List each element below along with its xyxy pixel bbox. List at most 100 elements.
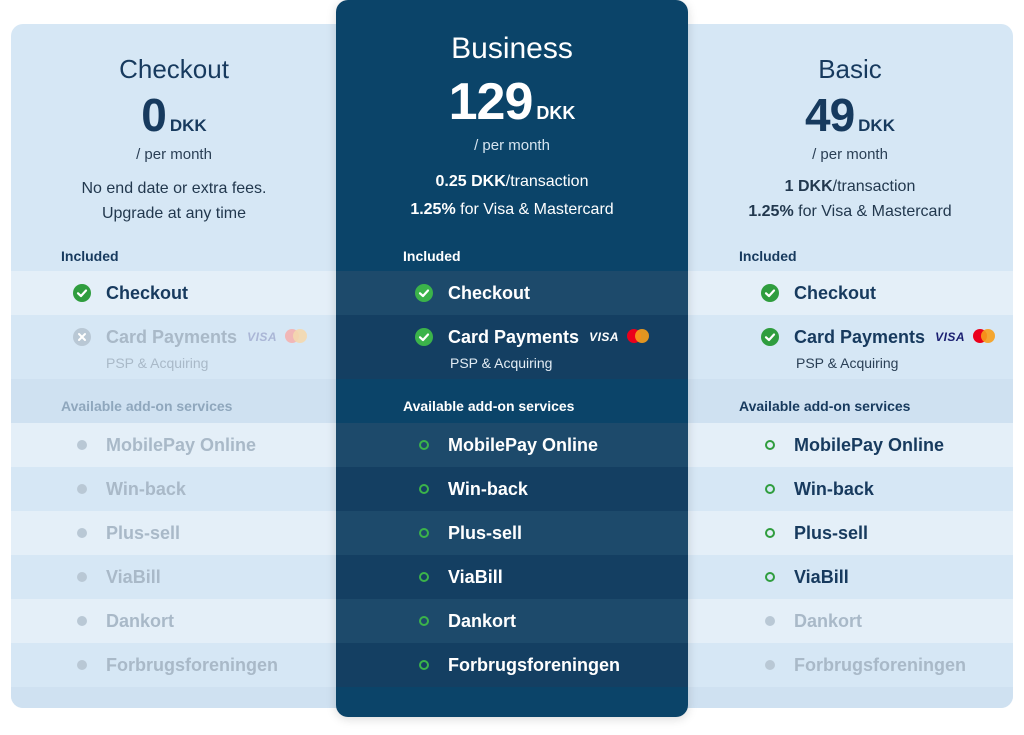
plan-fees: 1 DKK/transaction 1.25% for Visa & Maste… bbox=[687, 174, 1013, 224]
price-currency: DKK bbox=[858, 116, 895, 135]
addon-row: MobilePay Online bbox=[11, 423, 337, 467]
feature-label: Checkout bbox=[106, 283, 189, 303]
feature-row-checkout: Checkout bbox=[687, 271, 1013, 315]
feature-row-card-payments: Card Payments VISA PSP & Acquiring bbox=[336, 315, 688, 379]
addon-row: ViaBill bbox=[687, 555, 1013, 599]
addon-row: Plus-sell bbox=[11, 511, 337, 555]
addon-row: ViaBill bbox=[336, 555, 688, 599]
unavailable-dot-icon bbox=[77, 660, 87, 670]
addon-row: Plus-sell bbox=[336, 511, 688, 555]
addons-header-row: Available add-on services bbox=[11, 379, 337, 423]
fee-value: 1 DKK bbox=[784, 178, 833, 195]
visa-logo: VISA bbox=[589, 330, 620, 344]
addon-label: Win-back bbox=[794, 479, 874, 499]
addon-label: Dankort bbox=[794, 611, 863, 631]
fee-transaction: 0.25 DKK/transaction bbox=[336, 169, 688, 194]
addons-header: Available add-on services bbox=[403, 398, 575, 414]
addons-header-row: Available add-on services bbox=[687, 379, 1013, 423]
feature-row-card-payments: Card Payments VISA PSP & Acquiring bbox=[11, 315, 337, 379]
available-ring-icon bbox=[419, 484, 429, 494]
plan-name: Checkout bbox=[119, 54, 229, 84]
available-ring-icon bbox=[419, 572, 429, 582]
info-line: Upgrade at any time bbox=[101, 205, 247, 222]
feature-label-text: Card Payments bbox=[794, 327, 926, 347]
check-icon bbox=[415, 328, 433, 346]
price-currency: DKK bbox=[536, 103, 576, 123]
fee-value: 1.25% bbox=[748, 203, 794, 220]
addon-label: Plus-sell bbox=[448, 523, 523, 543]
available-ring-icon bbox=[765, 528, 775, 538]
feature-label: Checkout bbox=[448, 283, 531, 303]
fee-text: for Visa & Mastercard bbox=[793, 203, 952, 220]
plan-card-checkout: Checkout 0 DKK / per month No end date or… bbox=[11, 24, 337, 708]
price-currency: DKK bbox=[169, 116, 207, 135]
addon-row: ViaBill bbox=[11, 555, 337, 599]
addons-header-row: Available add-on services bbox=[336, 379, 688, 423]
fee-value: 1.25% bbox=[410, 201, 456, 218]
feature-label: Checkout bbox=[794, 283, 877, 303]
mastercard-logo bbox=[973, 329, 996, 343]
check-icon bbox=[415, 284, 433, 302]
addon-row: Dankort bbox=[11, 599, 337, 643]
fee-text: for Visa & Mastercard bbox=[455, 201, 614, 218]
feature-sublabel: PSP & Acquiring bbox=[450, 355, 553, 371]
price-amount: 0 bbox=[141, 89, 167, 141]
plan-info: No end date or extra fees. Upgrade at an… bbox=[11, 176, 337, 226]
addon-row: MobilePay Online bbox=[687, 423, 1013, 467]
addon-label: Dankort bbox=[448, 611, 517, 631]
addon-label: ViaBill bbox=[448, 567, 503, 587]
unavailable-dot-icon bbox=[77, 528, 87, 538]
plan-card-business: Business 129 DKK / per month 0.25 DKK/tra… bbox=[336, 0, 688, 717]
unavailable-dot-icon bbox=[77, 440, 87, 450]
feature-row-card-payments: Card Payments VISA PSP & Acquiring bbox=[687, 315, 1013, 379]
addon-label: Plus-sell bbox=[106, 523, 181, 543]
addon-row: Forbrugsforeningen bbox=[687, 643, 1013, 687]
fee-card: 1.25% for Visa & Mastercard bbox=[336, 197, 688, 222]
plan-card-basic: Basic 49 DKK / per month 1 DKK/transactio… bbox=[687, 24, 1013, 708]
addon-row: Forbrugsforeningen bbox=[11, 643, 337, 687]
addon-row: Dankort bbox=[336, 599, 688, 643]
price-period: / per month bbox=[136, 146, 212, 163]
available-ring-icon bbox=[419, 440, 429, 450]
feature-sublabel: PSP & Acquiring bbox=[106, 355, 209, 371]
addons-header: Available add-on services bbox=[739, 398, 911, 414]
addon-row: Dankort bbox=[687, 599, 1013, 643]
visa-logo: VISA bbox=[935, 330, 966, 344]
mastercard-logo bbox=[285, 329, 308, 343]
plan-price: 0 DKK bbox=[11, 88, 337, 142]
addon-label: Plus-sell bbox=[794, 523, 869, 543]
price-amount: 129 bbox=[448, 73, 534, 131]
unavailable-dot-icon bbox=[765, 660, 775, 670]
card-footer bbox=[11, 687, 337, 708]
card-footer bbox=[687, 687, 1013, 708]
included-header: Included bbox=[739, 248, 797, 264]
price-period: / per month bbox=[812, 146, 888, 163]
feature-label: Card Payments VISA bbox=[448, 327, 650, 348]
addon-label: Dankort bbox=[106, 611, 175, 631]
fee-transaction: 1 DKK/transaction bbox=[687, 174, 1013, 199]
fee-value: 0.25 DKK bbox=[435, 173, 506, 190]
feature-label: Card Payments VISA bbox=[106, 327, 308, 348]
addon-row: Win-back bbox=[11, 467, 337, 511]
info-line: No end date or extra fees. bbox=[81, 180, 267, 197]
addon-row: Win-back bbox=[687, 467, 1013, 511]
unavailable-dot-icon bbox=[77, 572, 87, 582]
addon-label: MobilePay Online bbox=[448, 435, 599, 455]
addon-label: Win-back bbox=[106, 479, 186, 499]
plan-price: 49 DKK bbox=[687, 88, 1013, 142]
available-ring-icon bbox=[419, 528, 429, 538]
addon-label: MobilePay Online bbox=[794, 435, 945, 455]
cross-icon bbox=[73, 328, 91, 346]
addon-label: MobilePay Online bbox=[106, 435, 257, 455]
unavailable-dot-icon bbox=[77, 616, 87, 626]
included-header: Included bbox=[403, 248, 461, 264]
available-ring-icon bbox=[419, 616, 429, 626]
unavailable-dot-icon bbox=[765, 616, 775, 626]
addon-row: MobilePay Online bbox=[336, 423, 688, 467]
available-ring-icon bbox=[765, 484, 775, 494]
feature-row-checkout: Checkout bbox=[336, 271, 688, 315]
available-ring-icon bbox=[419, 660, 429, 670]
mastercard-logo bbox=[627, 329, 650, 343]
addon-label: Win-back bbox=[448, 479, 528, 499]
feature-row-checkout: Checkout bbox=[11, 271, 337, 315]
